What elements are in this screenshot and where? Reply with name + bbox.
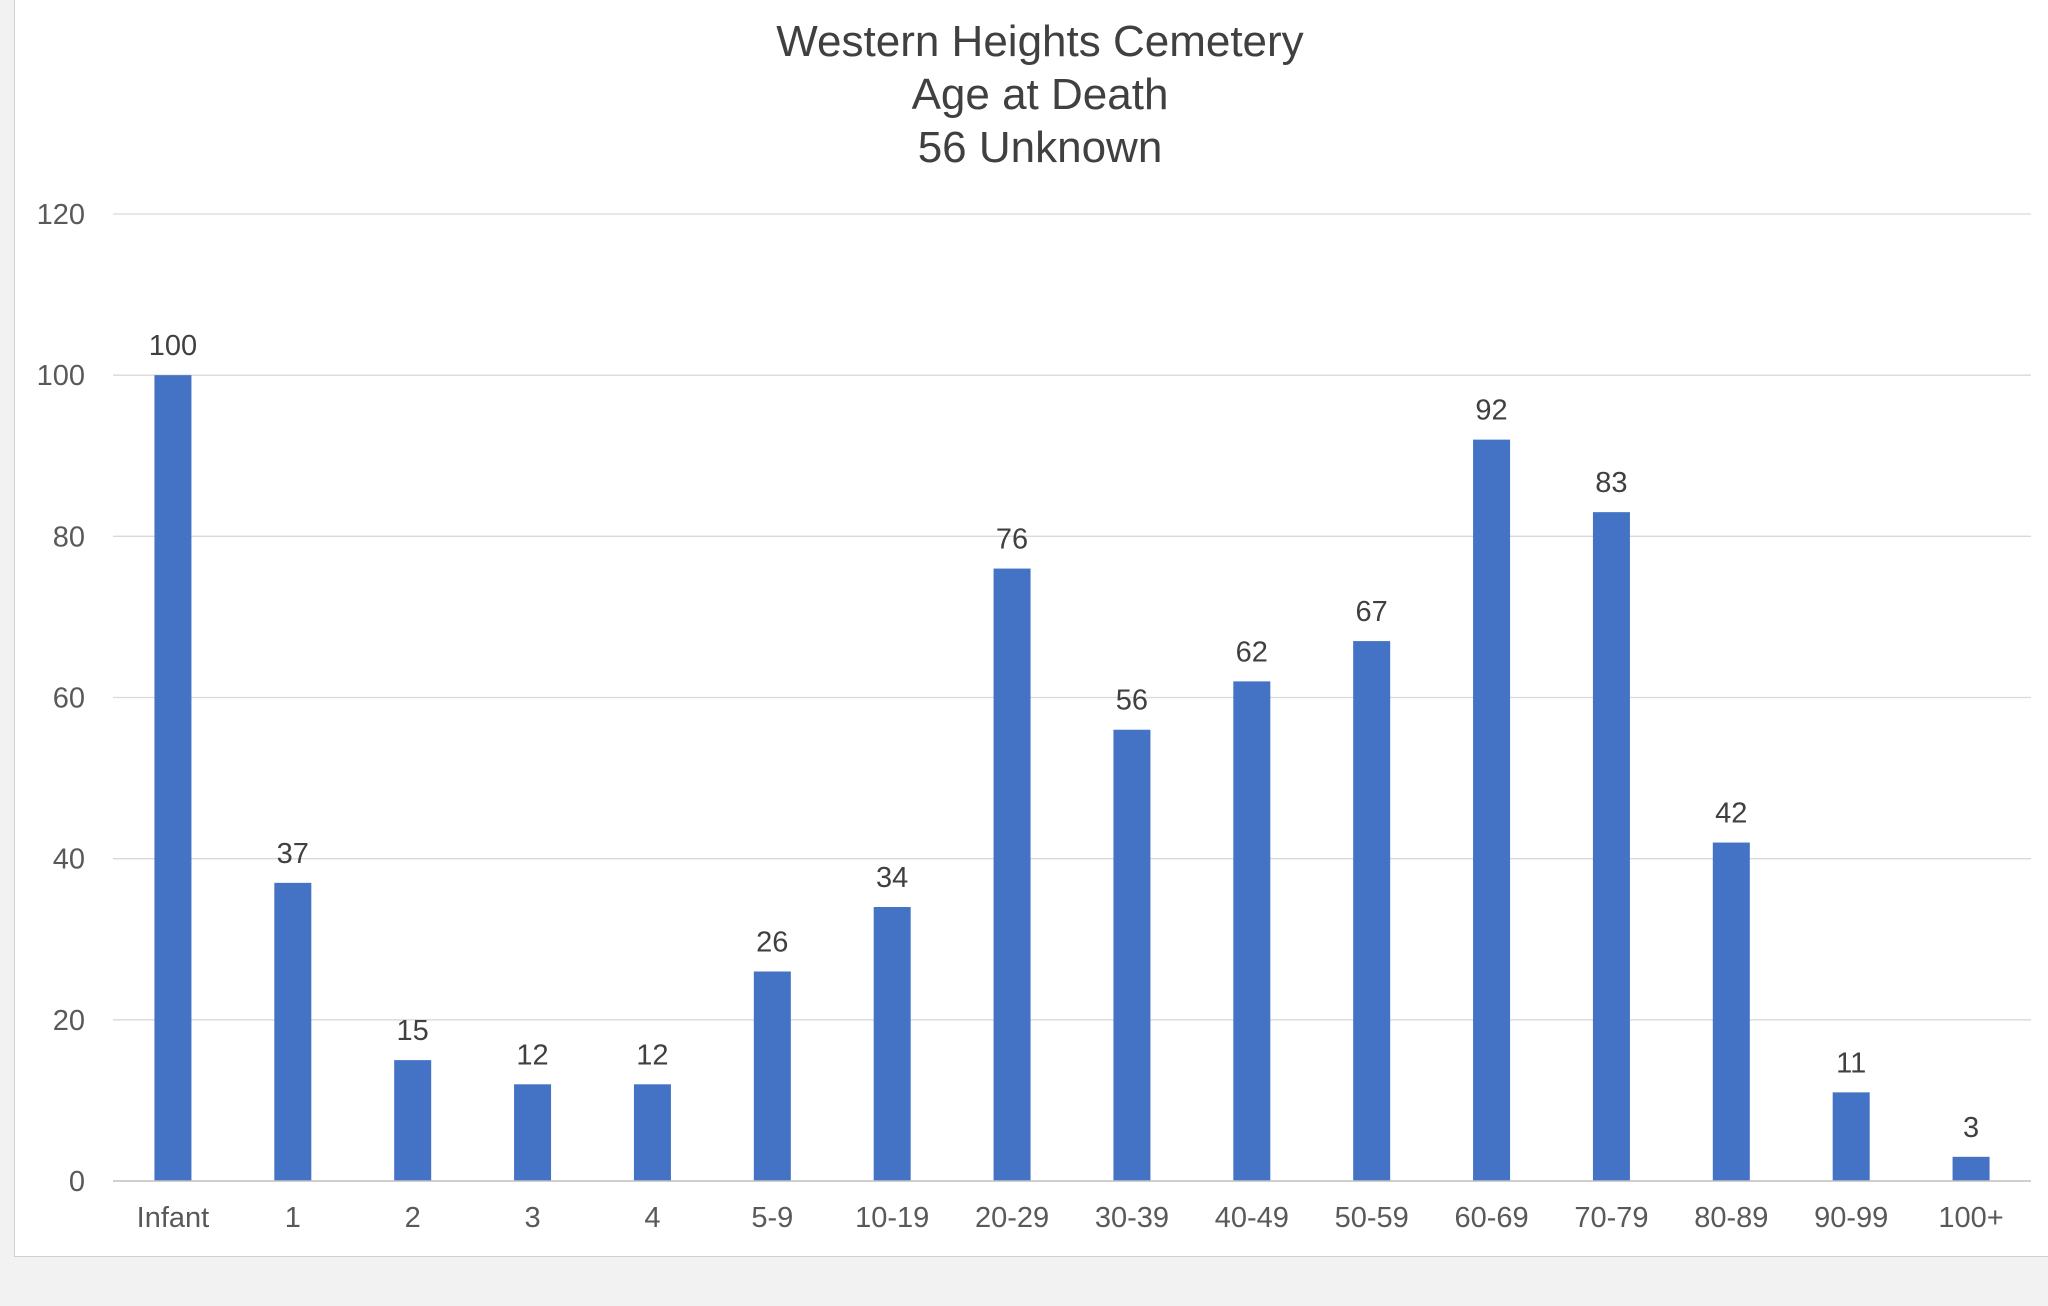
data-label-20-29: 76 xyxy=(996,524,1028,556)
y-tick-label: 80 xyxy=(53,521,85,553)
bar-90-99 xyxy=(1832,1092,1870,1181)
x-category-label: 30-39 xyxy=(1095,1202,1169,1234)
data-label-90-99: 11 xyxy=(1836,1047,1866,1079)
data-label-40-49: 62 xyxy=(1236,636,1268,668)
bar-2 xyxy=(394,1060,432,1181)
y-tick-label: 0 xyxy=(69,1166,85,1198)
bar-100+ xyxy=(1952,1156,1990,1181)
y-tick-label: 120 xyxy=(37,199,85,231)
chart-title-line-2: Age at Death xyxy=(912,70,1169,119)
bar-1 xyxy=(274,882,312,1181)
bar-5-9 xyxy=(753,971,791,1181)
bar-60-69 xyxy=(1473,439,1511,1182)
bar-20-29 xyxy=(993,568,1031,1181)
x-category-label: 40-49 xyxy=(1215,1202,1289,1234)
data-labels: 100 37 15 12 12 26 34 76 56 62 67 92 83 42 11 3 xyxy=(149,330,1979,1144)
bar-30-39 xyxy=(1113,729,1151,1181)
x-category-label: 10-19 xyxy=(855,1202,929,1234)
bar-4 xyxy=(633,1084,671,1181)
data-label-1: 37 xyxy=(277,838,309,870)
chart-frame: Western Heights Cemetery Age at Death 56… xyxy=(14,0,2048,1257)
y-axis-tick-labels: 0 20 40 60 80 100 120 xyxy=(37,199,85,1198)
gridlines xyxy=(113,213,2031,1021)
x-category-label: 90-99 xyxy=(1814,1202,1888,1234)
x-category-label: 50-59 xyxy=(1335,1202,1409,1234)
x-category-label: 20-29 xyxy=(975,1202,1049,1234)
x-category-label: 70-79 xyxy=(1574,1202,1648,1234)
x-category-label: 5-9 xyxy=(751,1202,793,1234)
bar-50-59 xyxy=(1353,641,1391,1181)
x-category-label: Infant xyxy=(137,1202,210,1234)
x-category-label: 100+ xyxy=(1938,1202,2003,1234)
data-label-4: 12 xyxy=(636,1039,668,1071)
bars xyxy=(154,375,1990,1182)
bar-80-89 xyxy=(1712,842,1750,1181)
data-label-100+: 3 xyxy=(1963,1112,1979,1144)
y-tick-label: 100 xyxy=(37,360,85,392)
data-label-80-89: 42 xyxy=(1715,798,1747,830)
x-category-label: 2 xyxy=(405,1202,421,1234)
data-label-60-69: 92 xyxy=(1475,395,1507,427)
data-label-Infant: 100 xyxy=(149,330,197,362)
x-category-label: 60-69 xyxy=(1454,1202,1528,1234)
chart-title-line-1: Western Heights Cemetery xyxy=(776,17,1303,66)
data-label-50-59: 67 xyxy=(1356,596,1388,628)
data-label-10-19: 34 xyxy=(876,862,908,894)
x-category-label: 3 xyxy=(524,1202,540,1234)
x-category-label: 1 xyxy=(285,1202,301,1234)
data-label-2: 15 xyxy=(397,1015,429,1047)
bar-70-79 xyxy=(1592,512,1630,1181)
chart-title: Western Heights Cemetery Age at Death 56… xyxy=(776,17,1303,172)
age-at-death-bar-chart: Western Heights Cemetery Age at Death 56… xyxy=(37,17,2031,1234)
bar-40-49 xyxy=(1233,681,1271,1181)
data-label-30-39: 56 xyxy=(1116,685,1148,717)
bar-Infant xyxy=(154,375,192,1182)
data-label-3: 12 xyxy=(516,1039,548,1071)
x-category-label: 80-89 xyxy=(1694,1202,1768,1234)
y-tick-label: 40 xyxy=(53,844,85,876)
x-category-label: 4 xyxy=(644,1202,660,1234)
y-tick-label: 60 xyxy=(53,683,85,715)
chart-title-line-3: 56 Unknown xyxy=(918,123,1163,172)
data-label-5-9: 26 xyxy=(756,926,788,958)
x-axis-category-labels: Infant 1 2 3 4 5-9 10-19 20-29 30-39 40-49 50-59 60… xyxy=(137,1202,2004,1234)
data-label-70-79: 83 xyxy=(1595,467,1627,499)
y-tick-label: 20 xyxy=(53,1005,85,1037)
bar-3 xyxy=(514,1084,552,1181)
bar-10-19 xyxy=(873,907,911,1181)
